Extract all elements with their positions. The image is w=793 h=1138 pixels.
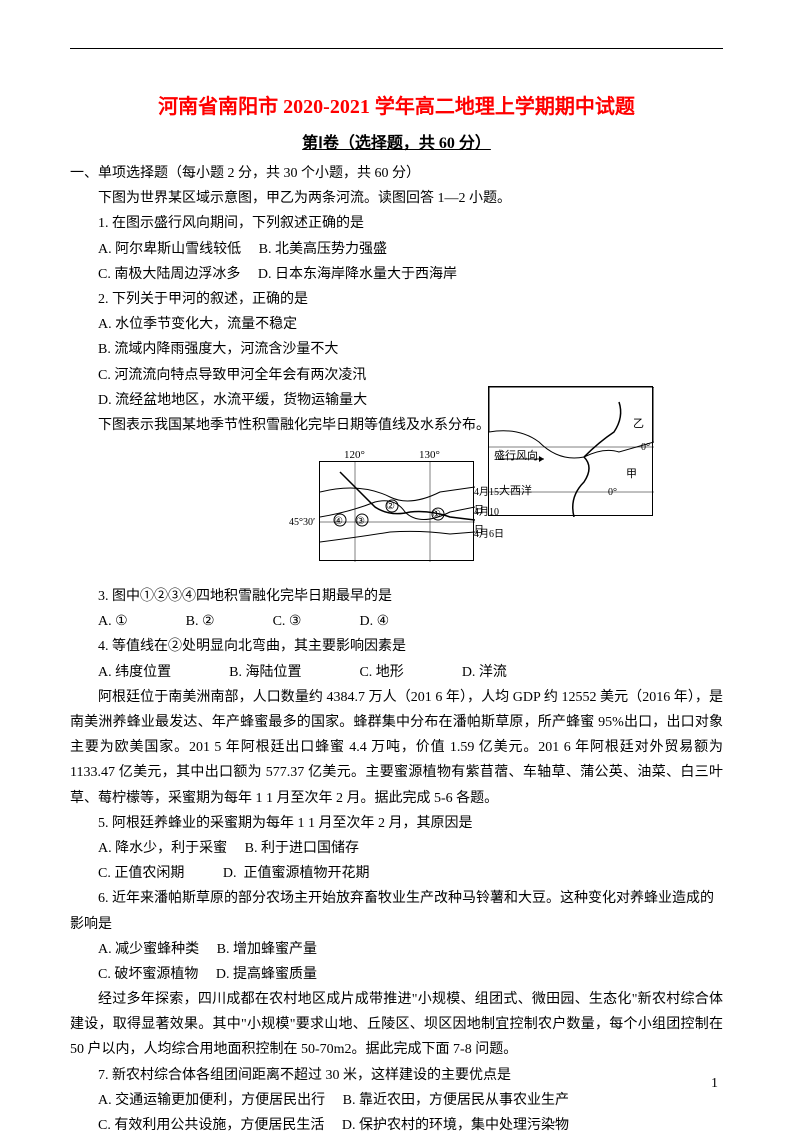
q7-row1: A. 交通运输更加便利，方便居民出行 B. 靠近农田，方便居民从事农业生产	[70, 1088, 723, 1113]
question-3: 3. 图中①②③④四地积雪融化完毕日期最早的是	[70, 584, 723, 609]
question-6: 6. 近年来潘帕斯草原的部分农场主开始放弃畜牧业生产改种马铃薯和大豆。这种变化对…	[70, 886, 723, 936]
question-1: 1. 在图示盛行风向期间，下列叙述正确的是	[70, 211, 540, 236]
passage-2: 经过多年探索，四川成都在农村地区成片成带推进"小规模、组团式、微田园、生态化"新…	[70, 987, 723, 1063]
q1-options-row2: C. 南极大陆周边浮冰多 D. 日本东海岸降水量大于西海岸	[70, 262, 540, 287]
q6-opt-a: A. 减少蜜蜂种类	[98, 942, 199, 957]
section-subtitle: 第Ⅰ卷（选择题，共 60 分）	[70, 129, 723, 153]
q3-opt-b: B. ②	[158, 609, 215, 634]
map1-label-zero1: 0°	[641, 439, 650, 457]
question-5: 5. 阿根廷养蜂业的采蜜期为每年 1 1 月至次年 2 月，其原因是	[70, 811, 723, 836]
map2-d4: ④	[334, 513, 343, 531]
q6-opt-b: B. 增加蜂蜜产量	[217, 942, 317, 957]
map2-lat: 45°30′	[289, 514, 315, 532]
q5-opt-c: C. 正值农闲期	[98, 866, 184, 881]
q1-opt-a: A. 阿尔卑斯山雪线较低	[98, 242, 241, 257]
q5-opt-a: A. 降水少，利于采蜜	[98, 841, 227, 856]
q5-opt-b: B. 利于进口国储存	[245, 841, 359, 856]
q4-opt-c: C. 地形	[331, 660, 403, 685]
exam-title: 河南省南阳市 2020-2021 学年高二地理上学期期中试题	[70, 90, 723, 119]
q7-opt-c: C. 有效利用公共设施，方便居民生活	[98, 1118, 324, 1133]
q7-row2: C. 有效利用公共设施，方便居民生活 D. 保护农村的环境，集中处理污染物	[70, 1113, 723, 1138]
q2-opt-b: B. 流域内降雨强度大，河流含沙量不大	[70, 337, 540, 362]
map2-d3: ③	[356, 513, 365, 531]
map2-d2: ②	[386, 498, 395, 516]
map-2: 120° 130° 45°30′ ① ② ③ ④ 4月15日 4月10日	[289, 446, 504, 576]
q3-opt-d: D. ④	[331, 609, 389, 634]
q7-opt-d: D. 保护农村的环境，集中处理污染物	[342, 1118, 569, 1133]
q4-opt-b: B. 海陆位置	[201, 660, 301, 685]
map-1: 乙 0° 盛行风向 甲 大西洋 0°	[488, 386, 653, 516]
question-2: 2. 下列关于甲河的叙述，正确的是	[70, 287, 540, 312]
q5-opt-d: D. 正值蜜源植物开花期	[223, 866, 370, 881]
q6-row2: C. 破坏蜜源植物 D. 提高蜂蜜质量	[70, 962, 723, 987]
q6-row1: A. 减少蜜蜂种类 B. 增加蜂蜜产量	[70, 937, 723, 962]
q3-opt-c: C. ③	[245, 609, 302, 634]
q3-opt-a: A. ①	[70, 609, 128, 634]
q2-opt-a: A. 水位季节变化大，流量不稳定	[70, 312, 540, 337]
page-number: 1	[711, 1076, 718, 1092]
exam-body: 一、单项选择题（每小题 2 分，共 30 个小题，共 60 分） 下图为世界某区…	[70, 161, 723, 1138]
map2-date3: 4月6日	[474, 526, 504, 544]
q4-options: A. 纬度位置 B. 海陆位置 C. 地形 D. 洋流	[70, 660, 723, 685]
section-header: 一、单项选择题（每小题 2 分，共 30 个小题，共 60 分）	[70, 161, 723, 186]
q1-opt-b: B. 北美高压势力强盛	[259, 242, 387, 257]
q6-opt-d: D. 提高蜂蜜质量	[216, 967, 317, 982]
header-rule	[70, 48, 723, 49]
q2-opt-c: C. 河流流向特点导致甲河全年会有两次凌汛	[70, 363, 540, 388]
q1-opt-d: D. 日本东海岸降水量大于西海岸	[258, 267, 457, 282]
question-4: 4. 等值线在②处明显向北弯曲，其主要影响因素是	[70, 634, 723, 659]
map2-svg	[320, 462, 475, 562]
question-7: 7. 新农村综合体各组团间距离不超过 30 米，这样建设的主要优点是	[70, 1063, 723, 1088]
q4-opt-a: A. 纬度位置	[70, 660, 171, 685]
q5-row1: A. 降水少，利于采蜜 B. 利于进口国储存	[70, 836, 723, 861]
q3-options: A. ① B. ② C. ③ D. ④	[70, 609, 723, 634]
map1-label-zero2: 0°	[608, 484, 617, 502]
q6-opt-c: C. 破坏蜜源植物	[98, 967, 198, 982]
q5-row2: C. 正值农闲期 D. 正值蜜源植物开花期	[70, 861, 723, 886]
intro-1: 下图为世界某区域示意图，甲乙为两条河流。读图回答 1—2 小题。	[70, 186, 540, 211]
q1-opt-c: C. 南极大陆周边浮冰多	[98, 267, 240, 282]
map1-label-yi: 乙	[633, 415, 644, 435]
q7-opt-a: A. 交通运输更加便利，方便居民出行	[98, 1093, 325, 1108]
map2-d1: ①	[432, 506, 441, 524]
q4-opt-d: D. 洋流	[434, 660, 507, 685]
q1-options-row1: A. 阿尔卑斯山雪线较低 B. 北美高压势力强盛	[70, 237, 540, 262]
map1-label-jia: 甲	[626, 465, 637, 485]
q7-opt-b: B. 靠近农田，方便居民从事农业生产	[343, 1093, 569, 1108]
q2-opt-d: D. 流经盆地地区，水流平缓，货物运输量大	[70, 388, 540, 413]
passage-1: 阿根廷位于南美洲南部，人口数量约 4384.7 万人（201 6 年），人均 G…	[70, 685, 723, 811]
